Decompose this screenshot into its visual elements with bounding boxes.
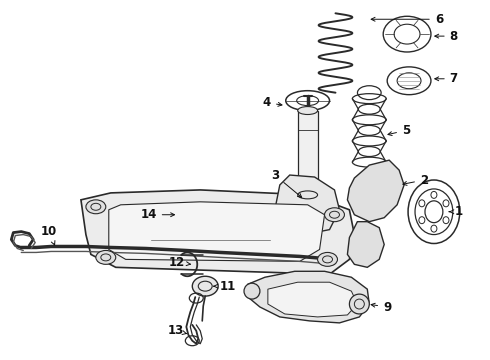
Polygon shape <box>347 160 404 222</box>
Ellipse shape <box>86 200 106 214</box>
Text: 2: 2 <box>403 174 428 186</box>
Ellipse shape <box>324 208 344 222</box>
Text: 10: 10 <box>41 225 57 245</box>
Ellipse shape <box>298 107 318 114</box>
Ellipse shape <box>298 191 318 199</box>
Text: 5: 5 <box>388 124 410 137</box>
Polygon shape <box>347 222 384 267</box>
Polygon shape <box>248 271 369 323</box>
Ellipse shape <box>318 252 338 266</box>
Ellipse shape <box>244 283 260 299</box>
Ellipse shape <box>96 251 116 264</box>
Text: 12: 12 <box>168 256 191 269</box>
Text: 6: 6 <box>371 13 443 26</box>
Text: 11: 11 <box>214 280 236 293</box>
Text: 9: 9 <box>371 301 392 314</box>
Polygon shape <box>81 190 354 274</box>
Text: 4: 4 <box>263 96 282 109</box>
Ellipse shape <box>349 294 369 314</box>
Polygon shape <box>109 202 324 261</box>
Text: 8: 8 <box>435 30 458 42</box>
Polygon shape <box>275 175 340 235</box>
Ellipse shape <box>192 276 218 296</box>
Text: 7: 7 <box>435 72 458 85</box>
Text: 3: 3 <box>271 168 302 197</box>
Text: 14: 14 <box>140 208 174 221</box>
Text: 1: 1 <box>449 205 463 218</box>
Polygon shape <box>298 111 318 195</box>
Polygon shape <box>268 282 357 317</box>
Text: 13: 13 <box>167 324 187 337</box>
